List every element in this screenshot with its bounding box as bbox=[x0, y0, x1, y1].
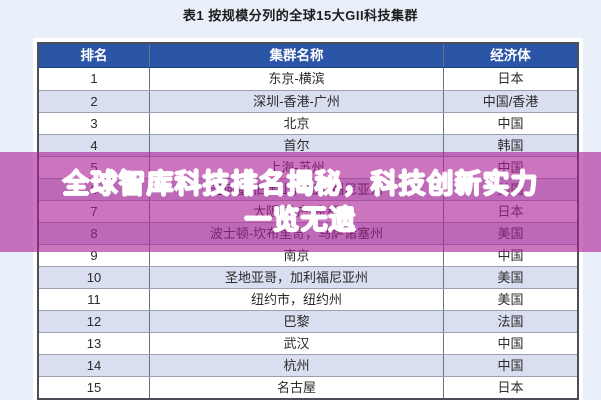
rank-cell: 10 bbox=[39, 267, 150, 288]
rank-cell: 15 bbox=[39, 377, 150, 398]
table-row: 15 名古屋 日本 bbox=[39, 376, 577, 398]
economy-cell: 中国 bbox=[497, 116, 524, 131]
rank-cell: 14 bbox=[39, 355, 150, 376]
cluster-name-cell: 东京-横滨 bbox=[150, 68, 444, 90]
economy-cell: 法国 bbox=[497, 314, 524, 329]
table-row: 10 圣地亚哥，加利福尼亚州 美国 bbox=[39, 266, 577, 288]
economy-cell: 美国 bbox=[497, 270, 524, 285]
rank-cell: 9 bbox=[39, 245, 150, 266]
cluster-name-cell: 纽约市，纽约州 bbox=[150, 289, 444, 310]
rank-cell: 13 bbox=[39, 333, 150, 354]
table-row: 3 北京 中国 bbox=[39, 112, 577, 134]
table-row: 13 武汉 中国 bbox=[39, 332, 577, 354]
economy-cell: 日本 bbox=[497, 71, 524, 86]
rank-cell: 4 bbox=[39, 135, 150, 156]
economy-cell: 美国 bbox=[497, 292, 524, 307]
table-caption: 表1 按规模分列的全球15大GII科技集群 bbox=[182, 8, 419, 23]
table-header-row: 排名 集群名称 经济体 bbox=[39, 44, 577, 68]
table-row: 1 东京-横滨 日本 bbox=[39, 68, 577, 90]
economy-cell: 中国 bbox=[497, 358, 524, 373]
cluster-name-cell: 杭州 bbox=[150, 355, 444, 376]
table-row: 2 深圳-香港-广州 中国/香港 bbox=[39, 90, 577, 112]
table-row: 12 巴黎 法国 bbox=[39, 310, 577, 332]
promo-overlay-banner: 全球智库科技排名揭秘，科技创新实力 一览无遗 bbox=[0, 152, 601, 252]
rank-cell: 11 bbox=[39, 289, 150, 310]
cluster-name-cell: 首尔 bbox=[150, 135, 444, 156]
header-economy: 经济体 bbox=[490, 48, 531, 63]
rank-cell: 1 bbox=[39, 68, 150, 90]
header-rank: 排名 bbox=[39, 44, 150, 67]
economy-cell: 中国 bbox=[497, 336, 524, 351]
economy-cell: 中国/香港 bbox=[482, 94, 539, 109]
cluster-name-cell: 北京 bbox=[150, 113, 444, 134]
rank-cell: 2 bbox=[39, 91, 150, 112]
table-row: 14 杭州 中国 bbox=[39, 354, 577, 376]
cluster-name-cell: 名古屋 bbox=[150, 377, 444, 398]
header-cluster-name: 集群名称 bbox=[150, 44, 444, 67]
table-row: 4 首尔 韩国 bbox=[39, 134, 577, 156]
rank-cell: 3 bbox=[39, 113, 150, 134]
rank-cell: 12 bbox=[39, 311, 150, 332]
economy-cell: 日本 bbox=[497, 380, 524, 395]
overlay-text-line1: 全球智库科技排名揭秘，科技创新实力 bbox=[62, 169, 539, 199]
cluster-name-cell: 圣地亚哥，加利福尼亚州 bbox=[150, 267, 444, 288]
cluster-name-cell: 巴黎 bbox=[150, 311, 444, 332]
overlay-text-line2: 一览无遗 bbox=[244, 205, 357, 235]
cluster-name-cell: 武汉 bbox=[150, 333, 444, 354]
economy-cell: 韩国 bbox=[497, 138, 524, 153]
cluster-name-cell: 深圳-香港-广州 bbox=[150, 91, 444, 112]
table-row: 11 纽约市，纽约州 美国 bbox=[39, 288, 577, 310]
